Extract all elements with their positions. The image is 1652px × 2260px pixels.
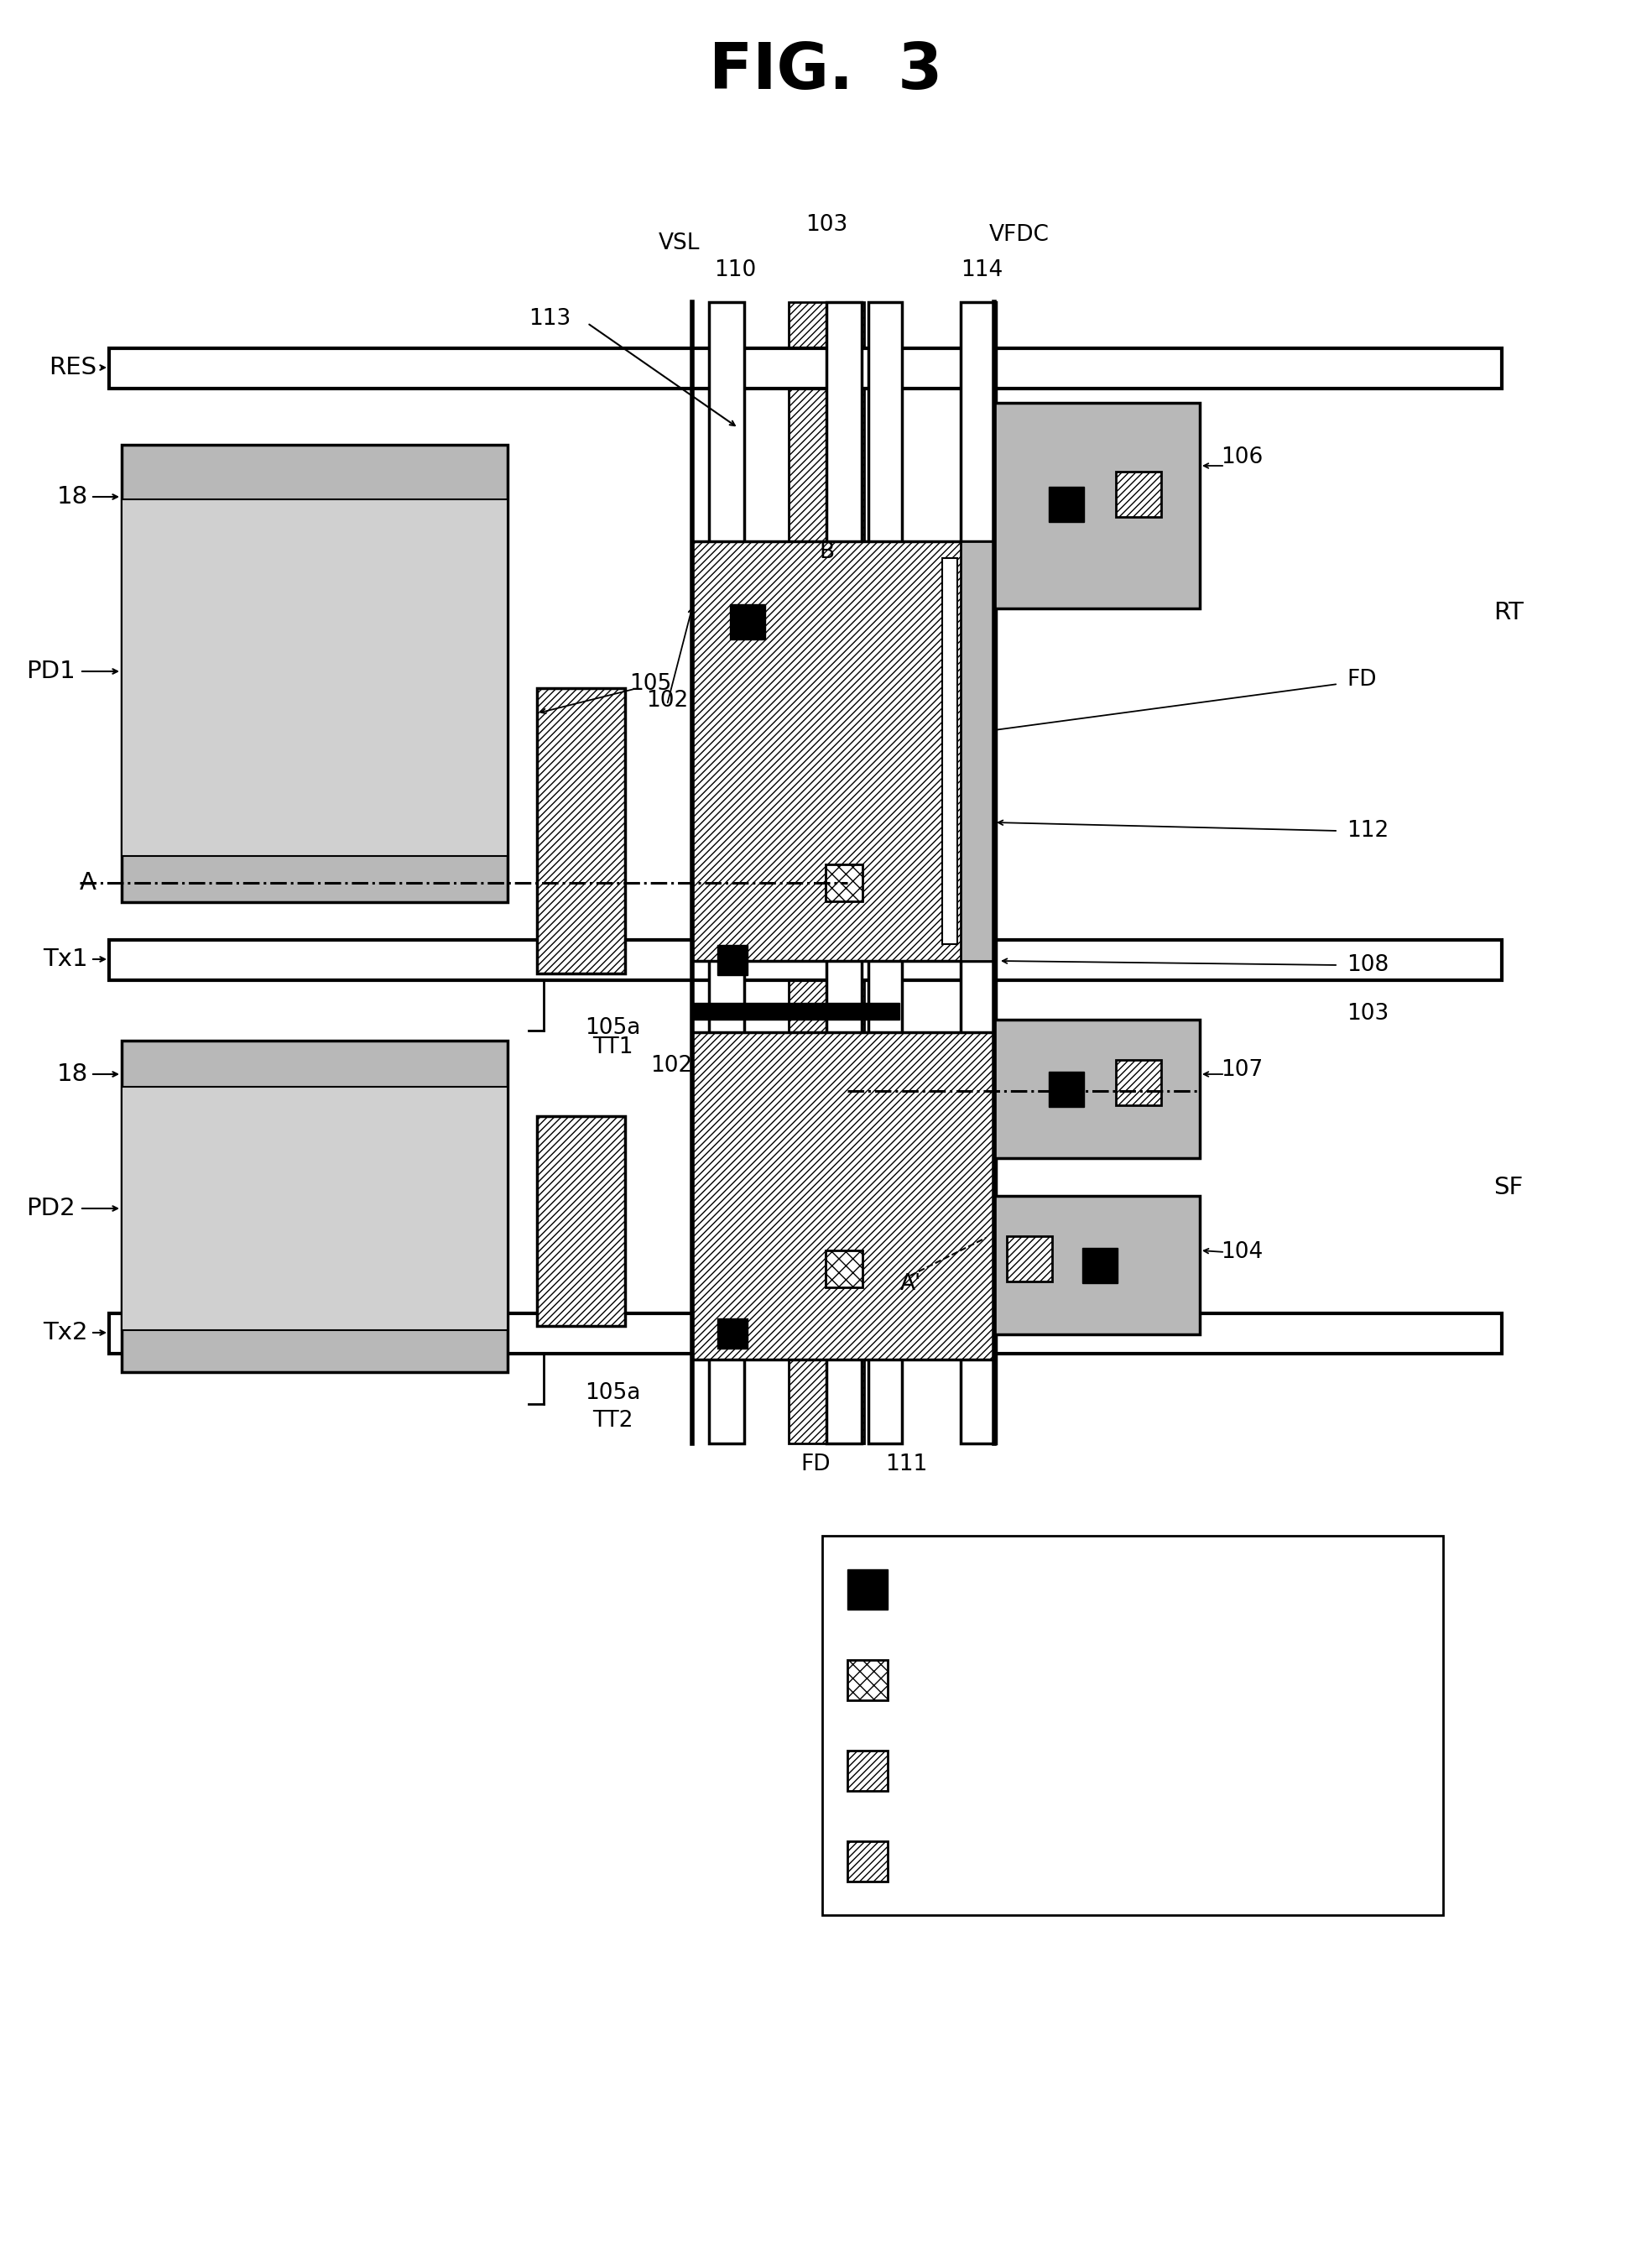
Bar xyxy=(1049,1071,1084,1107)
Text: 111: 111 xyxy=(885,1453,927,1476)
Bar xyxy=(826,863,862,902)
Text: 104: 104 xyxy=(1221,1241,1262,1263)
Bar xyxy=(692,1033,995,1361)
Text: A': A' xyxy=(900,1272,920,1295)
Text: 105a: 105a xyxy=(585,1383,641,1403)
Text: 102: 102 xyxy=(646,689,689,712)
Text: FD: FD xyxy=(801,1453,831,1476)
Text: Tx1: Tx1 xyxy=(43,947,88,972)
Bar xyxy=(717,1318,748,1349)
Text: RT: RT xyxy=(1493,601,1523,624)
Bar xyxy=(109,348,1502,389)
Bar xyxy=(823,1537,1444,1914)
Bar xyxy=(961,303,996,1444)
Text: 113: 113 xyxy=(529,307,570,330)
Bar xyxy=(847,1842,887,1883)
Text: SHARED CONTACT: SHARED CONTACT xyxy=(950,1670,1153,1690)
Bar xyxy=(847,1659,887,1700)
Bar xyxy=(942,558,957,945)
Bar xyxy=(122,445,507,902)
Bar xyxy=(109,1313,1502,1354)
Text: RES: RES xyxy=(48,355,96,380)
Text: 103: 103 xyxy=(1346,1003,1389,1024)
Bar xyxy=(826,1250,862,1288)
Bar xyxy=(995,1019,1199,1157)
Bar xyxy=(692,542,995,960)
Bar xyxy=(537,687,624,974)
Text: PD2: PD2 xyxy=(26,1198,76,1220)
Bar xyxy=(995,1196,1199,1333)
Bar xyxy=(122,499,507,857)
Bar xyxy=(826,303,862,1444)
Bar xyxy=(717,945,748,974)
Text: 108: 108 xyxy=(1346,954,1389,976)
Bar xyxy=(1115,472,1161,518)
Bar xyxy=(1082,1248,1117,1284)
Text: FIG.  3: FIG. 3 xyxy=(709,41,942,102)
Text: SF: SF xyxy=(1493,1175,1523,1200)
Text: 106: 106 xyxy=(1221,447,1262,468)
Text: FD: FD xyxy=(1346,669,1376,692)
Text: 105: 105 xyxy=(629,673,671,694)
Bar xyxy=(847,1568,887,1609)
Text: NORMAL CONTACT: NORMAL CONTACT xyxy=(952,1577,1160,1600)
Text: VIA: VIA xyxy=(937,1851,973,1871)
Text: TT1: TT1 xyxy=(591,1037,633,1058)
Bar xyxy=(788,303,864,1444)
Text: TT2: TT2 xyxy=(591,1410,633,1431)
Text: 102: 102 xyxy=(651,1055,692,1076)
Text: 112: 112 xyxy=(1346,820,1389,841)
Bar xyxy=(847,1752,887,1790)
Bar xyxy=(961,542,995,960)
Text: VSL: VSL xyxy=(659,233,700,255)
Bar xyxy=(709,303,743,1444)
Text: 18: 18 xyxy=(56,486,88,509)
Bar xyxy=(1049,486,1084,522)
Text: A: A xyxy=(79,870,96,895)
Text: 103: 103 xyxy=(805,215,847,235)
Bar xyxy=(122,1087,507,1331)
Text: 107: 107 xyxy=(1221,1060,1262,1080)
Text: Tx2: Tx2 xyxy=(43,1320,88,1345)
Text: 114: 114 xyxy=(960,260,1003,280)
Bar xyxy=(1115,1060,1161,1105)
Text: 105a: 105a xyxy=(585,1017,641,1040)
Bar xyxy=(869,303,902,1444)
Text: VFDC: VFDC xyxy=(990,224,1049,246)
Text: B: B xyxy=(819,542,834,563)
Bar xyxy=(730,603,765,640)
Bar xyxy=(995,402,1199,608)
Bar xyxy=(537,1116,624,1327)
Bar xyxy=(122,1040,507,1372)
Bar xyxy=(109,940,1502,981)
Text: PD1: PD1 xyxy=(26,660,76,683)
Text: 110: 110 xyxy=(714,260,757,280)
Bar xyxy=(692,1003,899,1019)
Text: B': B' xyxy=(826,886,847,906)
Text: 18: 18 xyxy=(56,1062,88,1087)
Text: POLYSILICON: POLYSILICON xyxy=(963,1761,1105,1781)
Bar xyxy=(1006,1236,1052,1281)
